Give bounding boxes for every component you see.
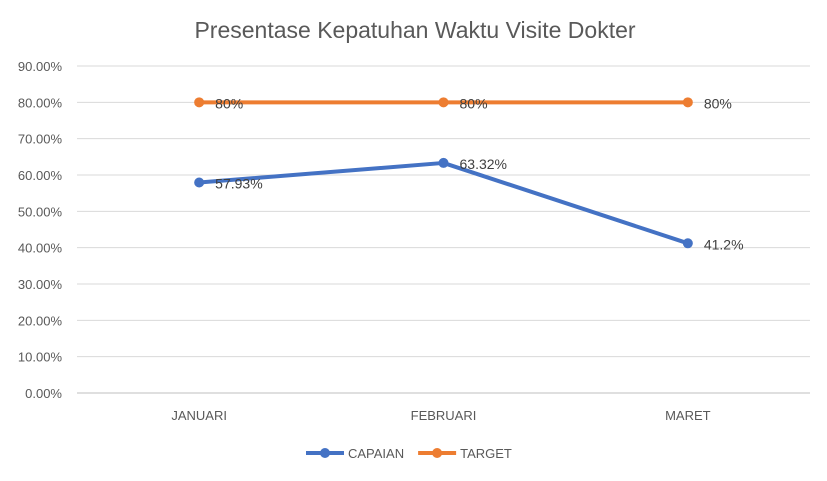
x-axis-ticks: JANUARI FEBRUARI MARET [171, 408, 710, 423]
y-tick-label: 80.00% [18, 95, 63, 110]
legend-marker [432, 448, 443, 458]
y-tick-label: 90.00% [18, 59, 63, 74]
y-tick-label: 40.00% [18, 241, 63, 256]
y-tick-label: 0.00% [25, 386, 62, 401]
y-tick-label: 10.00% [18, 350, 63, 365]
data-point [682, 238, 693, 249]
data-point [194, 177, 205, 188]
y-tick-label: 30.00% [18, 277, 63, 292]
data-label: 80% [460, 95, 488, 111]
chart-title: Presentase Kepatuhan Waktu Visite Dokter [194, 17, 635, 43]
gridlines [77, 65, 810, 394]
legend-item-capaian: CAPAIAN [306, 446, 404, 461]
y-tick-label: 20.00% [18, 313, 63, 328]
data-point [682, 97, 693, 108]
data-label: 57.93% [215, 176, 262, 192]
series-group: 57.93% 63.32% 41.2% 80% 80% 80% [194, 95, 744, 252]
legend: CAPAIAN TARGET [306, 446, 512, 461]
data-label: 80% [215, 95, 243, 111]
data-point [438, 157, 449, 168]
legend-label: TARGET [460, 446, 512, 461]
legend-item-target: TARGET [418, 446, 512, 461]
y-tick-label: 50.00% [18, 204, 63, 219]
data-point [438, 97, 449, 108]
x-tick-label: FEBRUARI [411, 408, 477, 423]
data-label: 80% [704, 95, 732, 111]
x-tick-label: JANUARI [171, 408, 227, 423]
legend-label: CAPAIAN [348, 446, 404, 461]
series-target: 80% 80% 80% [194, 95, 732, 111]
x-tick-label: MARET [665, 408, 711, 423]
y-tick-label: 60.00% [18, 168, 63, 183]
y-axis-ticks: 0.00% 10.00% 20.00% 30.00% 40.00% 50.00% 60.00… [18, 59, 63, 401]
data-label: 63.32% [460, 156, 507, 172]
data-label: 41.2% [704, 236, 744, 252]
y-tick-label: 70.00% [18, 132, 63, 147]
legend-marker [320, 448, 330, 458]
series-capaian: 57.93% 63.32% 41.2% [194, 156, 744, 252]
data-point [194, 97, 205, 108]
